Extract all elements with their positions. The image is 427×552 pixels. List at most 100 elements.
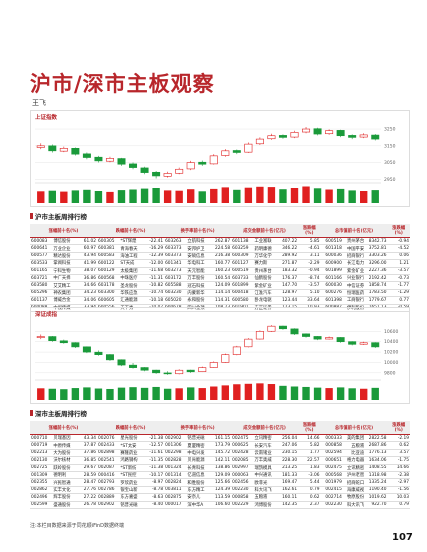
table-cell: 002714: [320, 493, 343, 502]
footnote: 注:本栏目数据来源于同花顺iFinD数据终端: [30, 523, 124, 529]
candle-body: [371, 342, 380, 348]
candle-body: [232, 346, 241, 355]
table-row: 002862 实丰文化 27.76 002786 银宝山新 -8.78 003811 东方精工…: [30, 486, 410, 495]
table-cell: 601165: [30, 267, 53, 275]
table-cell: 36.85: [74, 456, 98, 465]
table-cell: -8.97: [141, 478, 165, 487]
table-row: 601137 博威合金 34.06 600605 汇通能源 -10.18 605020 永和股…: [30, 296, 410, 305]
table-cell: 长江电力: [342, 259, 366, 268]
candle-body: [302, 333, 311, 337]
volume-bar: [210, 386, 218, 400]
candlestick-chart: 上证指数 2950 3050 3150 3250: [30, 110, 410, 207]
table-cell: 盛通股份: [52, 501, 75, 509]
table-cell: 002828: [164, 456, 187, 465]
table-cell: -10.17: [141, 471, 165, 480]
volume-bar: [106, 388, 114, 400]
table-cell: 永和股份: [186, 296, 209, 305]
table-cell: 1318.98: [365, 471, 388, 480]
table-cell: 601137: [30, 296, 53, 305]
column-header: 总市值前十名(亿元): [320, 224, 388, 238]
table-cell: 002496: [30, 493, 53, 502]
volume-bar: [83, 189, 91, 203]
table-cell: 亿道信息: [186, 471, 209, 480]
table-cell: 掌阅科技: [52, 259, 75, 268]
table-cell: 2.37: [298, 501, 321, 509]
table-cell: 0.79: [298, 486, 321, 495]
volume-bar: [175, 190, 183, 203]
table-cell: 002355: [30, 478, 53, 487]
candle-body: [59, 340, 68, 344]
volume-bar: [129, 189, 137, 203]
table-cell: 辉丰股份: [52, 493, 75, 502]
table-cell: 002213: [30, 449, 53, 458]
table-cell: 601318: [320, 244, 343, 253]
table-cell: 1335.24: [365, 478, 388, 487]
table-cell: 002298: [164, 449, 187, 458]
table-cell: 600641: [30, 244, 53, 253]
candle-body: [82, 346, 91, 353]
table-cell: 60.97: [74, 244, 98, 253]
section-heading: 深市主板周排行榜: [30, 408, 410, 418]
volume-bar: [313, 188, 322, 203]
table-cell: 青海春天: [119, 244, 142, 253]
candle-body: [336, 337, 345, 343]
table-cell: 招商蛇口: [342, 478, 366, 487]
table-cell: 美的集团: [342, 434, 366, 443]
table-cell: 汇通能源: [119, 296, 142, 305]
table-cell: 43.94: [74, 252, 98, 261]
table-cell: -1.56: [387, 486, 410, 495]
candle-body: [255, 331, 264, 340]
table-cell: 14.66: [387, 464, 410, 472]
table-cell: ST天成: [119, 259, 142, 268]
table-cell: 002997: [231, 464, 254, 472]
table-cell: 34.06: [74, 296, 98, 305]
table-cell: 赛力斯: [253, 259, 276, 268]
table-cell: 256.04: [275, 434, 299, 443]
table-cell: -8.78: [141, 486, 165, 495]
candle-body: [244, 143, 253, 153]
candle-body: [267, 135, 276, 140]
column-header: 涨幅前十名(%): [30, 421, 98, 435]
table-cell: -4.52: [387, 244, 410, 253]
candle-body: [94, 156, 103, 162]
table-cell: 600418: [231, 289, 254, 298]
volume-bar: [37, 191, 45, 203]
table-cell: 601138: [231, 237, 254, 246]
table-cell: 29.67: [74, 464, 98, 472]
table-cell: 内蒙新华: [186, 289, 209, 298]
y-tick-label: 10200: [384, 350, 398, 356]
volume-bar: [267, 187, 276, 203]
table-cell: 1779.67: [365, 296, 388, 305]
table-cell: 宁科生物: [52, 267, 75, 275]
table-cell: 博信股份: [52, 237, 75, 246]
table-cell: 002786: [97, 486, 120, 495]
table-cell: 8342.73: [365, 237, 388, 246]
volume-bar: [279, 385, 287, 400]
volume-bar: [187, 189, 195, 203]
table-cell: 603373: [164, 244, 187, 253]
volume-bar: [290, 386, 299, 400]
candle-body: [175, 369, 184, 375]
column-header: 涨跌幅(%): [387, 421, 410, 435]
table-cell: 37.86: [74, 449, 98, 458]
table-cell: -10.82: [141, 281, 165, 290]
table-cell: 万丰奥威: [253, 456, 276, 465]
candle-body: [313, 336, 322, 340]
volume-bar: [117, 190, 126, 203]
table-cell: 161.15: [208, 434, 232, 443]
table-cell: 万业企业: [52, 244, 75, 253]
candle-body: [302, 128, 311, 133]
volume-bar: [233, 384, 241, 400]
table-cell: 万华化学: [253, 252, 276, 261]
chart-label: 上证指数: [35, 113, 58, 121]
candle-body: [290, 328, 299, 335]
candle-body: [232, 150, 241, 153]
table-cell: 江淮汽车: [253, 289, 276, 298]
table-cell: 5.44: [298, 478, 321, 487]
table-cell: 1019.62: [365, 493, 388, 502]
column-header: 换手率前十名(%): [164, 224, 232, 238]
volume-bar: [279, 189, 287, 203]
table-cell: 泸州老窖: [342, 471, 366, 480]
table-cell: 603263: [164, 237, 187, 246]
table-cell: 603273: [164, 267, 187, 275]
